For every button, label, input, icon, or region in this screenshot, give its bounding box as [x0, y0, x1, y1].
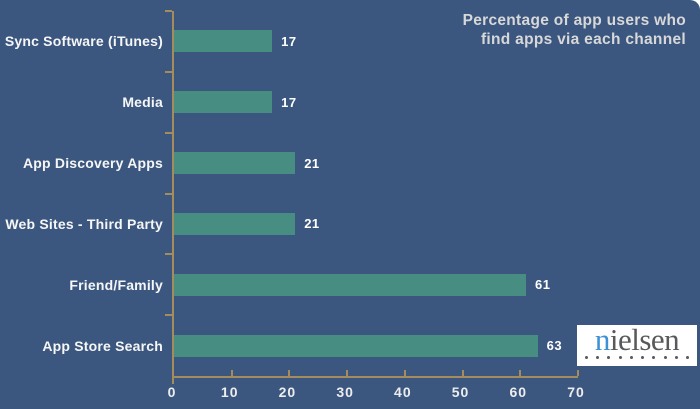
x-tick-label: 10 [220, 384, 239, 400]
category-tick [165, 192, 172, 195]
bar [174, 152, 296, 175]
x-axis-tick [346, 370, 349, 376]
category-label: Web Sites - Third Party [5, 215, 163, 232]
category-tick [165, 131, 172, 134]
category-label: Friend/Family [69, 276, 163, 293]
bar-value-label: 21 [304, 155, 320, 171]
x-tick-label: 50 [451, 384, 470, 400]
category-tick [165, 10, 172, 12]
bar [174, 212, 296, 235]
bar-value-label: 21 [304, 216, 320, 232]
logo-dot [674, 356, 678, 359]
category-label: App Discovery Apps [22, 155, 163, 172]
x-axis-tick [230, 370, 233, 376]
bar-value-label: 61 [535, 277, 551, 293]
x-tick-label: 60 [509, 384, 528, 400]
logo-dot [641, 356, 645, 359]
bar-value-label: 17 [281, 33, 297, 49]
x-tick-label: 70 [567, 384, 585, 400]
nielsen-logo-letter-n: n [594, 322, 611, 357]
nielsen-logo-text: nielsen [577, 322, 697, 357]
x-tick-label: 30 [336, 384, 354, 400]
logo-dot [629, 356, 633, 359]
bar [174, 273, 527, 296]
x-tick-label: 40 [394, 384, 412, 400]
logo-dot [607, 356, 611, 359]
x-tick-label: 20 [278, 384, 297, 400]
x-axis-tick [461, 370, 464, 376]
category-tick [165, 70, 172, 73]
bar-row: 21 [174, 152, 578, 175]
category-label: App Store Search [42, 337, 163, 354]
bar [174, 91, 273, 114]
x-tick-label: 0 [167, 384, 177, 400]
category-tick [165, 253, 172, 256]
bar-value-label: 17 [281, 94, 297, 110]
logo-dot [596, 356, 600, 359]
bar-row: 63 [174, 334, 578, 357]
x-axis-labels: 0 10 20 30 40 50 60 70 [168, 384, 584, 404]
nielsen-logo-letters-rest: ielsen [609, 322, 680, 357]
bar [174, 334, 538, 357]
nielsen-logo-dots [577, 356, 697, 359]
chart-title-line2: find apps via each channel [480, 31, 686, 48]
logo-dot [618, 356, 622, 359]
logo-dot [585, 356, 588, 359]
x-axis-tick [577, 370, 579, 376]
bar-row: 21 [174, 212, 578, 235]
bar [174, 30, 273, 53]
plot-area: 17 17 21 21 61 63 [165, 10, 579, 384]
logo-dot [652, 356, 656, 359]
category-axis-labels: Sync Software (iTunes) Media App Discovery… [0, 11, 163, 378]
x-axis-tick [403, 370, 406, 376]
bar-row: 17 [174, 30, 578, 53]
nielsen-logo: nielsen [577, 322, 697, 366]
x-axis-tick [288, 370, 291, 376]
category-label: Sync Software (iTunes) [4, 33, 163, 50]
x-axis-tick [519, 370, 522, 376]
bar-row: 17 [174, 91, 578, 114]
category-tick [165, 314, 172, 317]
chart-title-line1: Percentage of app users who [462, 12, 686, 29]
logo-dot [685, 356, 689, 359]
y-axis-foot [172, 378, 174, 384]
logo-dot [663, 356, 667, 359]
bar-row: 61 [174, 273, 578, 296]
chart-title: Percentage of app users who find apps vi… [463, 11, 686, 49]
category-label: Media [122, 94, 163, 111]
bar-value-label: 63 [546, 338, 563, 354]
